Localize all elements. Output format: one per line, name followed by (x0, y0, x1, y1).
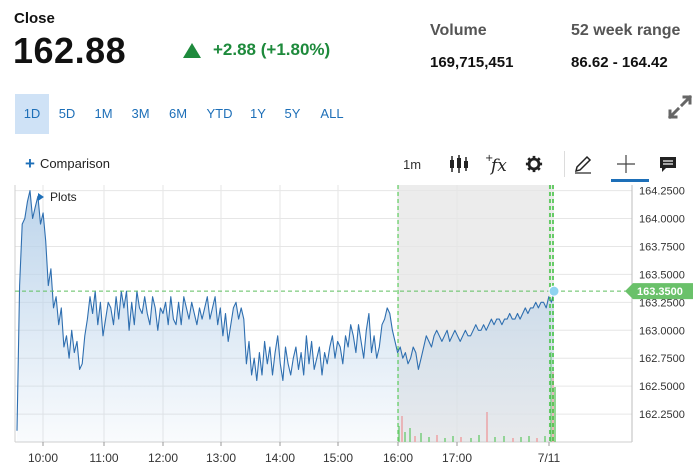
crosshair-active-indicator (611, 179, 649, 182)
quote-change: +2.88 (+1.80%) (183, 40, 330, 60)
tab-6m[interactable]: 6M (168, 106, 188, 121)
up-arrow-icon (183, 42, 201, 58)
x-tick-label: 11:00 (89, 451, 118, 465)
tab-ytd[interactable]: YTD (206, 106, 233, 121)
range-value: 86.62 - 164.42 (571, 54, 668, 71)
x-tick-label: 15:00 (323, 451, 353, 465)
expand-icon[interactable] (667, 94, 693, 120)
function-icon[interactable]: fx + (485, 151, 509, 177)
range-tabs: 1D 5D 1M 3M 6M YTD 1Y 5Y ALL (15, 94, 353, 134)
x-tick-label: 7/11 (538, 451, 561, 465)
toolbar-separator (564, 151, 565, 177)
price-line (16, 190, 555, 431)
tab-3m[interactable]: 3M (131, 106, 150, 121)
y-tick-label: 162.2500 (639, 409, 685, 421)
x-tick-label: 10:00 (28, 451, 58, 465)
y-tick-label: 163.7500 (639, 241, 685, 253)
y-tick-label: 162.5000 (639, 381, 685, 393)
price-area (17, 190, 554, 442)
volume-value: 169,715,451 (430, 54, 514, 71)
candlestick-icon[interactable] (448, 151, 470, 177)
volume-stat: Volume 169,715,451 (430, 22, 513, 71)
y-tick-label: 163.0000 (639, 325, 685, 337)
svg-text:+: + (485, 153, 493, 164)
quote-price: 162.88 (13, 30, 127, 71)
plots-toggle[interactable]: Plots (38, 190, 77, 204)
y-tick-label: 164.2500 (639, 186, 685, 198)
comparison-button[interactable]: + Comparison (25, 154, 111, 173)
current-price-dot (548, 285, 560, 297)
quote-label: Close (14, 10, 55, 27)
y-tick-label: 164.0000 (639, 214, 685, 226)
current-price-tag-label: 163.3500 (637, 286, 683, 298)
tab-5d[interactable]: 5D (58, 106, 76, 121)
range-label: 52 week range (571, 22, 681, 39)
tab-1d[interactable]: 1D (15, 94, 49, 134)
quote-change-value: +2.88 (+1.80%) (213, 40, 331, 59)
pencil-icon[interactable] (573, 151, 593, 177)
range-stat: 52 week range 86.62 - 164.42 (571, 22, 680, 71)
plots-triangle-icon (38, 193, 44, 201)
price-chart[interactable]: 164.2500 164.0000 163.7500 163.5000 163.2500… (0, 183, 696, 466)
tab-all[interactable]: ALL (320, 106, 344, 121)
gear-icon[interactable] (525, 151, 543, 177)
volume-bar (554, 387, 556, 442)
y-tick-label: 163.2500 (639, 297, 685, 309)
tab-1m[interactable]: 1M (94, 106, 113, 121)
x-tick-label: 14:00 (265, 451, 295, 465)
x-tick-label: 16:00 (383, 451, 413, 465)
comparison-label: Comparison (39, 156, 111, 171)
plus-icon: + (25, 154, 35, 173)
interval-selector[interactable]: 1m (402, 156, 422, 172)
tab-1y[interactable]: 1Y (250, 106, 266, 121)
svg-text:fx: fx (489, 156, 507, 176)
comment-icon[interactable] (658, 151, 678, 177)
crosshair-icon[interactable] (616, 151, 636, 177)
plots-label: Plots (50, 190, 77, 204)
y-tick-label: 163.5000 (639, 269, 685, 281)
x-tick-label: 17:00 (442, 451, 472, 465)
y-tick-label: 162.7500 (639, 353, 685, 365)
current-price-tag (625, 283, 693, 300)
chart-toolbar: + Comparison 1m fx + (15, 145, 696, 183)
volume-label: Volume (430, 22, 487, 39)
x-tick-label: 12:00 (148, 451, 178, 465)
x-tick-label: 13:00 (206, 451, 236, 465)
tab-5y[interactable]: 5Y (284, 106, 301, 121)
